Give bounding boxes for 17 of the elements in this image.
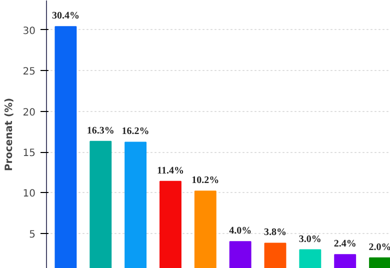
- data-label: 11.4%: [157, 165, 184, 176]
- y-axis-title: Procenat (%): [4, 98, 15, 172]
- data-label: 16.3%: [86, 125, 114, 136]
- y-tick-label: 10: [22, 188, 36, 200]
- y-tick-label: 20: [22, 107, 36, 118]
- data-label: 3.0%: [298, 234, 322, 245]
- y-tick-label: 15: [22, 148, 36, 160]
- y-tick-label: 25: [22, 66, 36, 78]
- data-label: 2.4%: [334, 238, 356, 250]
- data-label: 2.0%: [368, 242, 390, 253]
- data-label: 10.2%: [192, 175, 220, 186]
- y-tick-label: 5: [29, 229, 36, 240]
- data-label: 30.4%: [52, 10, 80, 22]
- y-tick-label: 30: [22, 26, 36, 37]
- data-label: 16.2%: [122, 126, 150, 138]
- data-label: 3.8%: [264, 227, 286, 238]
- data-label: 4.0%: [229, 226, 252, 237]
